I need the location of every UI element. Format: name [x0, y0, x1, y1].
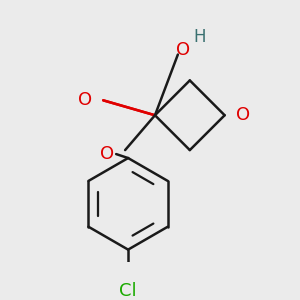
Text: O: O	[78, 91, 92, 109]
Text: O: O	[100, 145, 114, 163]
Text: O: O	[236, 106, 250, 124]
Text: O: O	[176, 40, 190, 58]
Text: H: H	[194, 28, 206, 46]
Text: Cl: Cl	[119, 282, 137, 300]
